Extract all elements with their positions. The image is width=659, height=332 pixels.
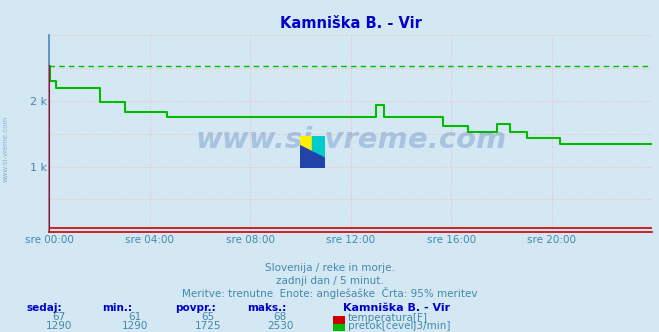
Text: temperatura[F]: temperatura[F]: [348, 313, 428, 323]
Text: www.si-vreme.com: www.si-vreme.com: [2, 116, 9, 183]
Text: 65: 65: [201, 312, 214, 322]
Text: www.si-vreme.com: www.si-vreme.com: [195, 125, 507, 154]
Polygon shape: [300, 136, 325, 168]
Text: Meritve: trenutne  Enote: anglešaške  Črta: 95% meritev: Meritve: trenutne Enote: anglešaške Črta…: [182, 287, 477, 299]
Polygon shape: [300, 145, 325, 168]
Text: maks.:: maks.:: [247, 303, 287, 313]
Text: Kamniška B. - Vir: Kamniška B. - Vir: [343, 303, 450, 313]
Text: Slovenija / reke in morje.: Slovenija / reke in morje.: [264, 263, 395, 273]
Text: 2530: 2530: [267, 321, 293, 331]
Text: povpr.:: povpr.:: [175, 303, 215, 313]
Text: min.:: min.:: [102, 303, 132, 313]
Text: pretok[čevelj3/min]: pretok[čevelj3/min]: [348, 321, 451, 331]
Text: 68: 68: [273, 312, 287, 322]
Title: Kamniška B. - Vir: Kamniška B. - Vir: [280, 16, 422, 31]
Text: 1290: 1290: [46, 321, 72, 331]
Text: 61: 61: [129, 312, 142, 322]
Text: 67: 67: [53, 312, 66, 322]
Text: 1725: 1725: [194, 321, 221, 331]
Polygon shape: [312, 136, 325, 168]
Text: 1290: 1290: [122, 321, 148, 331]
Text: sedaj:: sedaj:: [26, 303, 62, 313]
Text: zadnji dan / 5 minut.: zadnji dan / 5 minut.: [275, 276, 384, 286]
